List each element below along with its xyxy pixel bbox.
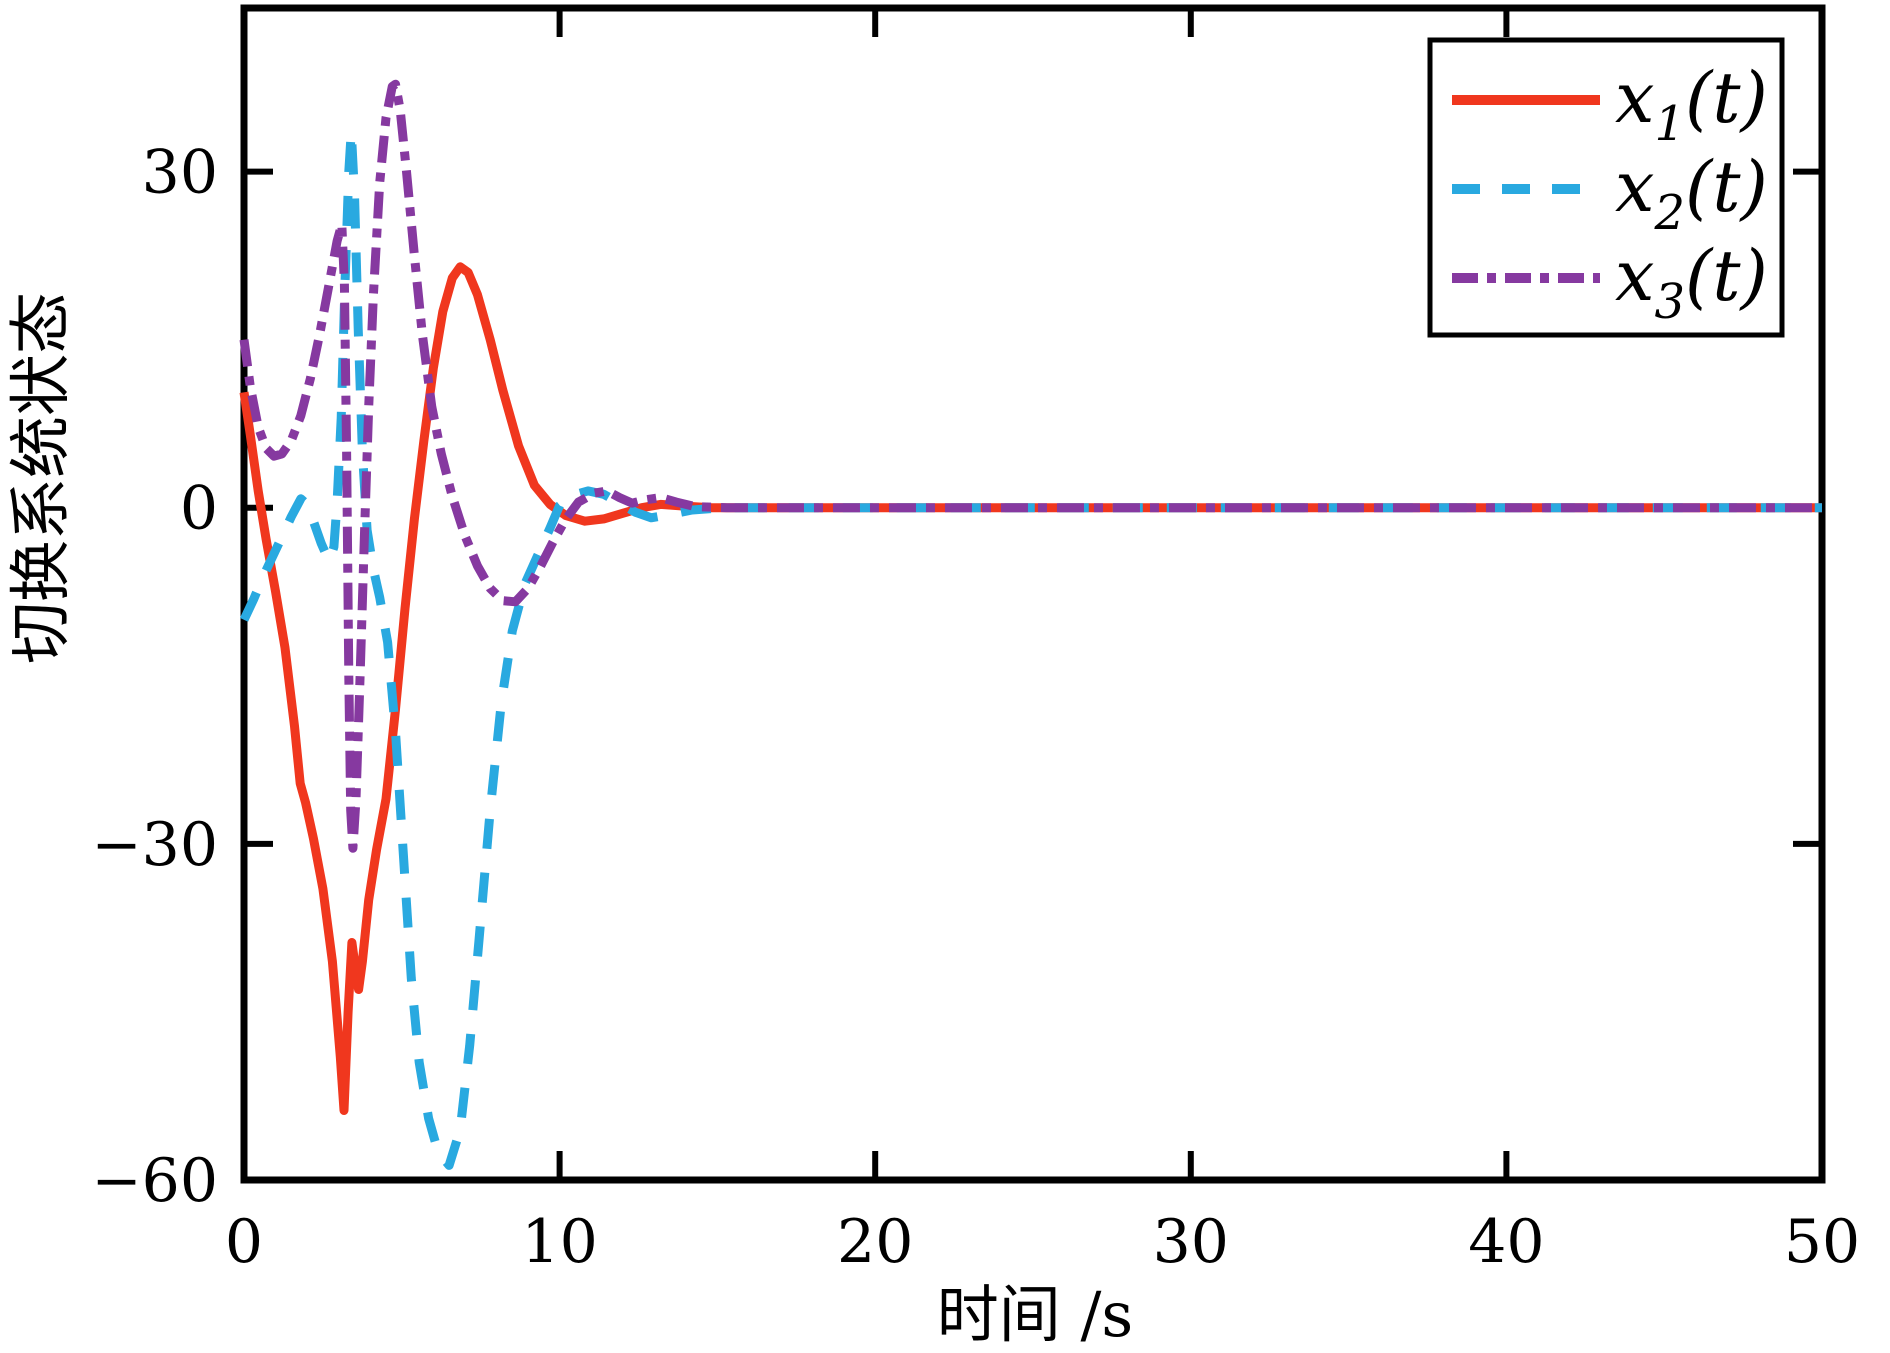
legend-x2-args: (t) bbox=[1685, 146, 1768, 228]
x-tick-label: 0 bbox=[225, 1207, 263, 1277]
x-tick-label: 10 bbox=[521, 1207, 597, 1277]
legend-x1-sub: 1 bbox=[1654, 96, 1685, 152]
legend-x2-var: x bbox=[1615, 146, 1654, 228]
x-tick-label: 50 bbox=[1784, 1207, 1860, 1277]
legend-x3-args: (t) bbox=[1685, 235, 1768, 317]
axis-ticks bbox=[241, 11, 1825, 1183]
x-tick-label: 20 bbox=[837, 1207, 913, 1277]
legend-x1-var: x bbox=[1615, 57, 1654, 139]
legend-label-x3: x3(t) bbox=[1615, 235, 1768, 330]
legend-x1-args: (t) bbox=[1685, 57, 1768, 139]
legend-label-x1: x1(t) bbox=[1615, 57, 1768, 152]
legend-x3-sub: 3 bbox=[1654, 274, 1685, 330]
legend-x2-sub: 2 bbox=[1653, 185, 1685, 241]
y-tick-label: 30 bbox=[142, 138, 218, 208]
legend-x3-var: x bbox=[1615, 235, 1654, 317]
y-tick-label: 0 bbox=[180, 474, 218, 544]
y-axis-label: 切换系统状态 bbox=[4, 292, 77, 664]
tick-labels: 0 10 20 30 40 50 30 0 −30 −60 bbox=[91, 138, 1860, 1277]
legend-label-x2: x2(t) bbox=[1615, 146, 1768, 241]
curve-x2 bbox=[239, 126, 1822, 1170]
x-tick-label: 30 bbox=[1153, 1207, 1229, 1277]
legend-box bbox=[1427, 37, 1785, 338]
curve-x3 bbox=[239, 79, 1822, 853]
y-tick-label: −60 bbox=[91, 1146, 218, 1216]
x-tick-label: 40 bbox=[1468, 1207, 1544, 1277]
legend: x1(t) x2(t) x3(t) bbox=[1427, 37, 1785, 338]
x-axis-label: 时间 /s bbox=[937, 1278, 1133, 1351]
y-tick-label: −30 bbox=[91, 810, 218, 880]
series-curves bbox=[239, 79, 1822, 1170]
